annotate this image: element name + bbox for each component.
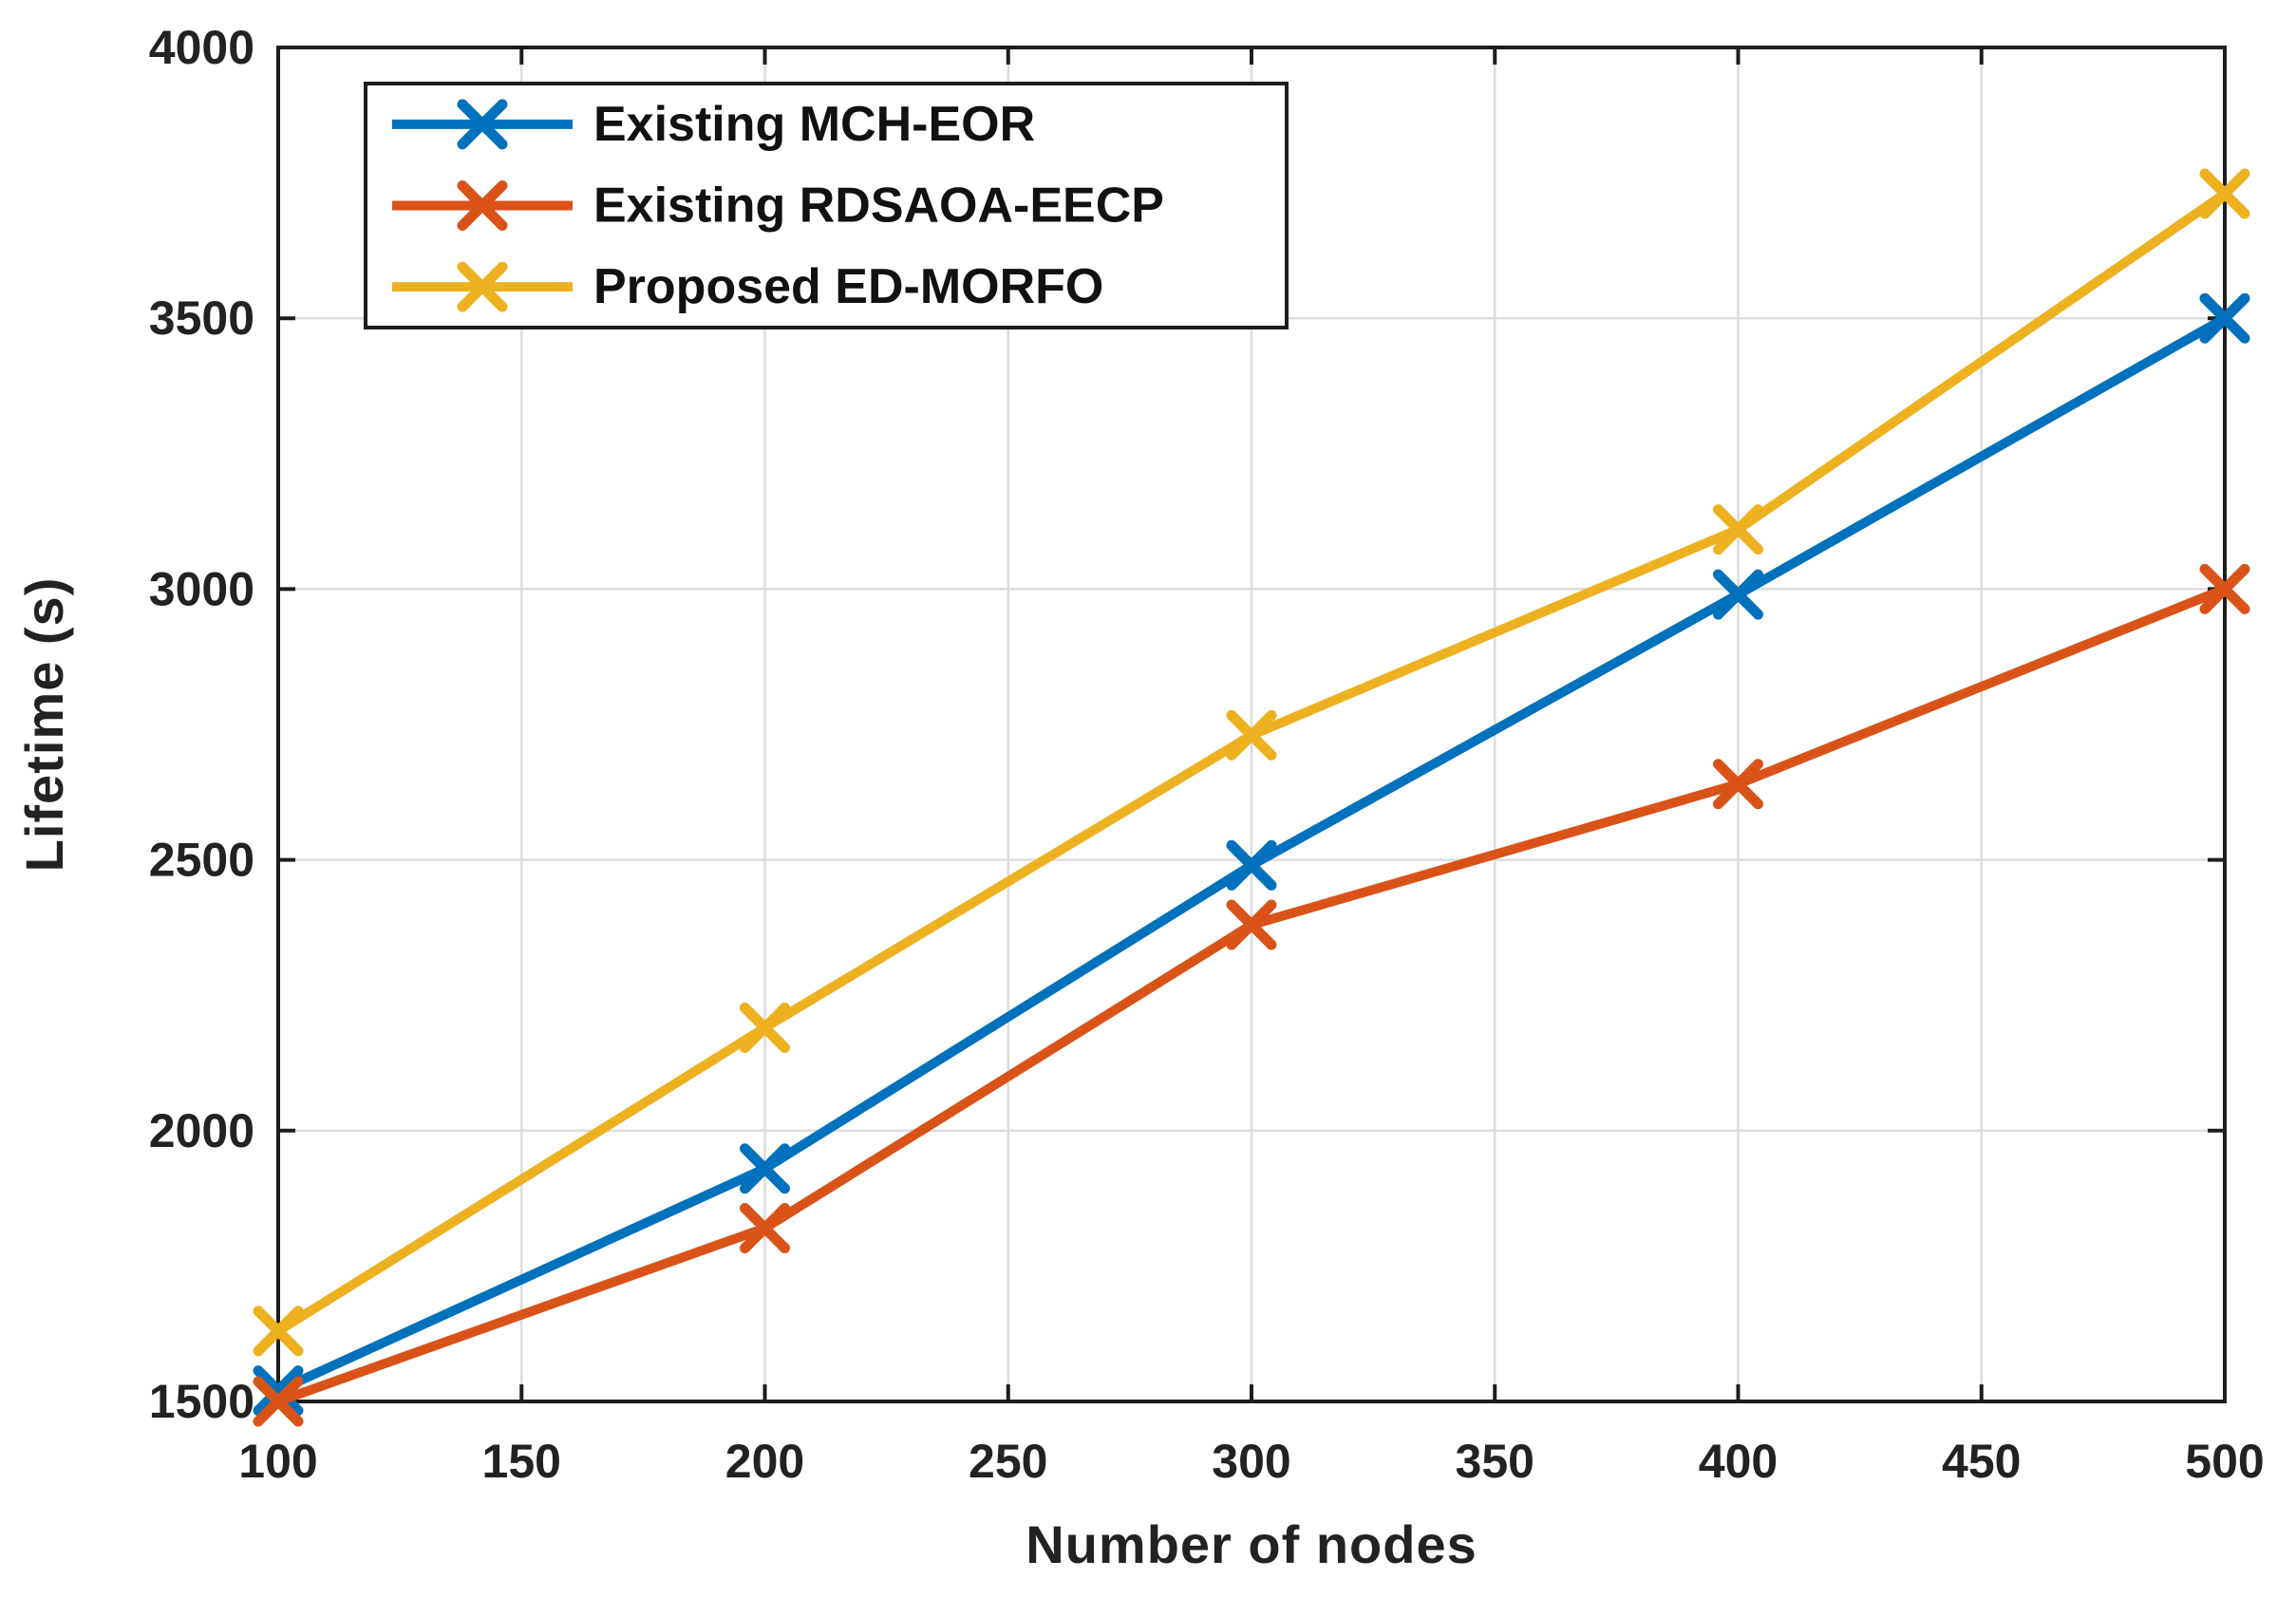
data-point-marker bbox=[2199, 168, 2250, 219]
y-tick-label: 1500 bbox=[149, 1375, 254, 1428]
data-point-marker bbox=[1226, 839, 1277, 891]
data-point-marker bbox=[740, 1002, 790, 1053]
y-tick-label: 2000 bbox=[149, 1104, 254, 1157]
y-tick-label: 3000 bbox=[149, 562, 254, 615]
data-point-marker bbox=[1713, 759, 1763, 810]
y-tick-label: 3500 bbox=[149, 291, 254, 345]
series-existing-rdsaoa-eecp bbox=[253, 563, 2250, 1427]
legend-marker bbox=[457, 261, 508, 312]
legend-item-existing-rdsaoa-eecp: Existing RDSAOA-EECP bbox=[392, 179, 1164, 234]
marker-stroke bbox=[457, 99, 508, 150]
x-tick-label: 300 bbox=[1212, 1435, 1290, 1488]
marker-stroke bbox=[2199, 563, 2250, 614]
data-point-marker bbox=[1226, 709, 1277, 761]
marker-stroke bbox=[253, 1376, 304, 1427]
marker-stroke bbox=[253, 1306, 304, 1357]
marker-stroke bbox=[1226, 839, 1277, 891]
series-existing-mch-eor bbox=[253, 292, 2250, 1417]
x-tick-label: 200 bbox=[725, 1435, 804, 1488]
marker-stroke bbox=[1713, 504, 1763, 555]
marker-stroke bbox=[2199, 292, 2250, 344]
marker-stroke bbox=[2199, 168, 2250, 219]
data-point-marker bbox=[2199, 563, 2250, 614]
marker-stroke bbox=[1226, 899, 1277, 950]
data-point-marker bbox=[1713, 504, 1763, 555]
data-point-marker bbox=[2199, 292, 2250, 344]
data-point-marker bbox=[253, 1365, 304, 1417]
x-tick-label: 150 bbox=[482, 1435, 561, 1488]
x-tick-label: 400 bbox=[1699, 1435, 1778, 1488]
x-tick-label: 500 bbox=[2185, 1435, 2264, 1488]
x-tick-label: 100 bbox=[238, 1435, 317, 1488]
tick-labels: 100 150 200 250 300 350 400 450 500 1500 2000 2500 3… bbox=[149, 21, 2265, 1488]
marker-stroke bbox=[1226, 709, 1277, 761]
marker-stroke bbox=[740, 1002, 790, 1053]
legend-label: Existing MCH-EOR bbox=[593, 97, 1035, 152]
x-tick-label: 250 bbox=[969, 1435, 1047, 1488]
legend-marker bbox=[457, 180, 508, 231]
legend-label: Existing RDSAOA-EECP bbox=[593, 179, 1164, 234]
data-point-marker bbox=[1226, 899, 1277, 950]
marker-stroke bbox=[457, 180, 508, 231]
x-tick-label: 350 bbox=[1456, 1435, 1534, 1488]
data-point-marker bbox=[1713, 569, 1763, 620]
legend-item-existing-mch-eor: Existing MCH-EOR bbox=[392, 97, 1035, 152]
legend-label: Proposed ED-MORFO bbox=[593, 259, 1103, 314]
y-tick-label: 4000 bbox=[149, 21, 254, 74]
data-point-marker bbox=[253, 1306, 304, 1357]
x-axis-title: Number of nodes bbox=[1026, 1514, 1477, 1574]
marker-stroke bbox=[740, 1143, 790, 1194]
legend-marker bbox=[457, 99, 508, 150]
data-point-marker bbox=[740, 1143, 790, 1194]
series-proposed-ed-morfo bbox=[253, 168, 2250, 1357]
legend-item-proposed-ed-morfo: Proposed ED-MORFO bbox=[392, 259, 1103, 314]
y-axis-title: Lifetime (s) bbox=[14, 576, 74, 873]
marker-stroke bbox=[1713, 759, 1763, 810]
marker-stroke bbox=[1713, 569, 1763, 620]
marker-stroke bbox=[253, 1365, 304, 1417]
data-point-marker bbox=[253, 1376, 304, 1427]
data-point-marker bbox=[740, 1202, 790, 1253]
marker-stroke bbox=[740, 1202, 790, 1253]
legend: Existing MCH-EOR Existing RDSAOA-EECP Prop… bbox=[364, 82, 1289, 329]
marker-stroke bbox=[457, 261, 508, 312]
y-tick-label: 2500 bbox=[149, 834, 254, 887]
x-tick-label: 450 bbox=[1942, 1435, 2021, 1488]
